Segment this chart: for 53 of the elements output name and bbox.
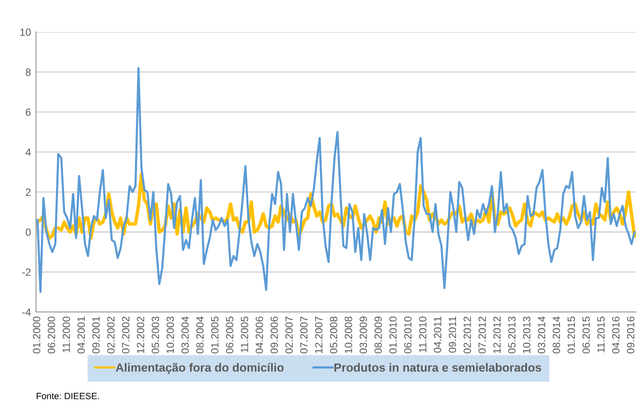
x-tick-label: 04.2011 (434, 316, 442, 353)
legend-label: Produtos in natura e semielaborados (334, 363, 542, 372)
x-tick-label: 03.2009 (360, 316, 368, 354)
x-tick-label: 09.2006 (270, 316, 278, 354)
x-tick-label: 09.2011 (448, 316, 456, 353)
x-tick-label: 11.2005 (240, 316, 248, 352)
x-tick-label: 01.2000 (32, 316, 40, 354)
x-tick-label: 12.2002 (136, 316, 144, 354)
line-series (36, 66, 636, 294)
x-tick-label: 01.2015 (568, 316, 575, 354)
x-tick-label: 08.2009 (374, 316, 382, 354)
x-tick-label: 01.2010 (389, 316, 397, 354)
x-tick-label: 03.2004 (181, 316, 189, 354)
y-tick-label: 4 (26, 148, 31, 156)
x-tick-label: 09.2001 (92, 316, 100, 354)
x-tick-label: 03.2014 (538, 316, 546, 354)
x-tick-label: 02.2012 (464, 316, 471, 354)
legend-label: Alimentação fora do domicílio (116, 362, 284, 374)
y-tick-label: 0 (26, 228, 31, 236)
y-tick-label: 2 (26, 188, 31, 196)
x-tick-label: 04.2001 (77, 316, 85, 354)
x-tick-label: 12.2012 (493, 316, 501, 354)
x-tick-label: 04.2006 (256, 316, 264, 354)
x-tick-label: 10.2003 (166, 316, 174, 354)
x-tick-label: 08.2014 (552, 316, 560, 354)
x-tick-label: 12.2007 (315, 316, 322, 354)
x-tick-label: 11.2015 (597, 316, 605, 352)
y-tick-label: -4 (22, 308, 31, 316)
x-tick-label: 09.2016 (626, 316, 634, 354)
x-tick-label: 06.2000 (48, 316, 56, 354)
y-tick-label: -2 (22, 268, 31, 276)
x-tick-label: 07.2007 (300, 316, 308, 354)
source-note: Fonte: DIEESE. (36, 392, 99, 400)
x-tick-label: 06.2005 (226, 316, 234, 354)
x-tick-label: 02.2002 (107, 316, 115, 354)
x-tick-label: 01.2005 (211, 316, 218, 354)
x-tick-label: 02.2007 (285, 316, 293, 354)
x-tick-label: 06.2010 (404, 316, 412, 354)
x-tick-label: 04.2016 (612, 316, 620, 354)
y-tick-label: 6 (26, 108, 31, 116)
x-tick-label: 05.2008 (330, 316, 338, 354)
x-tick-label: 07.2012 (478, 316, 486, 354)
x-tick-label: 10.2008 (344, 316, 352, 354)
x-tick-label: 11.2010 (419, 316, 426, 352)
x-tick-label: 10.2013 (523, 316, 530, 354)
x-tick-label: 07.2002 (122, 316, 130, 354)
x-tick-label: 08.2004 (196, 316, 204, 354)
x-tick-label: 06.2015 (582, 316, 590, 354)
x-tick-label: 11.2000 (62, 316, 70, 352)
x-tick-label: 05.2013 (508, 316, 516, 354)
x-tick-label: 05.2003 (152, 316, 160, 354)
y-tick-label: 10 (20, 28, 31, 36)
y-tick-label: 8 (26, 68, 31, 76)
